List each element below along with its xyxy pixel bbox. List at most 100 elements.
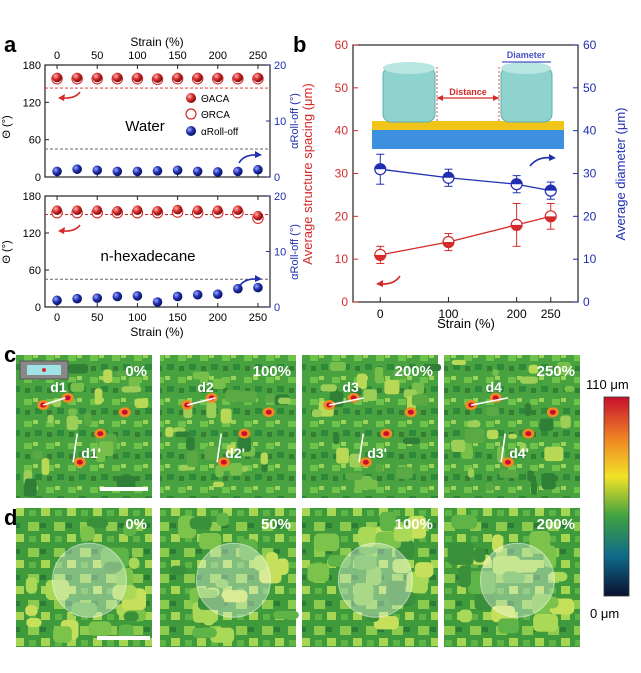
heightmap-frame-d: 100% <box>302 508 438 647</box>
surface-patch <box>447 542 474 565</box>
aca-point <box>152 206 163 216</box>
a-bottom-left-ticks: 0 60 120 180 <box>23 191 49 314</box>
b-inset-diameter-label: Diameter <box>507 50 546 60</box>
surface-patch <box>117 475 136 491</box>
surface-patch <box>32 450 43 460</box>
a-top-axis-label: Strain (%) <box>130 35 183 49</box>
distance-arrow <box>187 397 216 406</box>
colorbar-max-label: 110 μm <box>586 377 629 392</box>
surface-patch <box>458 609 473 623</box>
b-inset-pillar-left <box>382 66 436 123</box>
surface-patch <box>206 401 217 419</box>
b-x-tick-labels: 0 100 200 250 <box>377 297 561 321</box>
b-left-tick-label: 60 <box>335 38 349 52</box>
surface-patch <box>392 558 412 574</box>
legend-aca-label: ΘACA <box>201 94 230 105</box>
surface-patch <box>492 534 504 553</box>
diameter-arrow <box>500 433 506 463</box>
tall-structure-core <box>383 431 390 437</box>
spacing-point-fill <box>545 216 557 222</box>
a-bottom-left-arrowhead <box>58 227 65 234</box>
a-top-y-right-label: αRoll-off (°) <box>289 93 301 149</box>
b-right-ticks: 0 10 20 30 40 50 60 <box>573 38 597 309</box>
a-bottom-x-tick-labels: 0 50 100 150 200 250 <box>54 196 267 324</box>
b-left-tick-label: 40 <box>335 124 349 138</box>
tall-structure-core <box>504 459 511 465</box>
surface-patch <box>528 364 539 374</box>
surface-patch <box>278 397 291 405</box>
b-inset-distance-label: Distance <box>449 87 487 97</box>
x-tick-label: 100 <box>128 312 146 324</box>
surface-patch <box>312 409 319 416</box>
surface-patch <box>353 582 374 606</box>
surface-patch <box>123 611 139 622</box>
surface-patch <box>45 579 70 601</box>
spacing-point-fill <box>442 242 454 248</box>
diameter-point-fill <box>442 172 454 178</box>
strain-label: 0% <box>125 363 147 380</box>
heightmap-frame-d: 50% <box>160 508 299 647</box>
a-top-reference-lines <box>45 87 270 150</box>
tall-structure-core <box>97 431 104 437</box>
surface-patch <box>94 388 103 405</box>
colorbar-min-label: 0 μm <box>590 606 619 621</box>
heightmap-frame-c: 200% d3 d3' <box>302 355 442 498</box>
rolloff-point <box>132 291 143 301</box>
b-right-tick-label: 10 <box>583 252 597 266</box>
surface-patch <box>265 552 279 567</box>
x-tick-label: 0 <box>54 50 60 62</box>
surface-patch <box>373 616 399 630</box>
aca-point <box>72 205 82 215</box>
aca-point <box>92 72 103 83</box>
b-x-axis-label: Strain (%) <box>437 316 495 331</box>
rolloff-point <box>253 282 263 293</box>
a-top-liquid-label: Water <box>125 118 164 135</box>
surface-patch <box>451 359 467 365</box>
panel-a-top-chart: Strain (%) 0 50 100 150 200 250 0 60 120 180 0 10… <box>1 35 301 184</box>
distance-label: d2 <box>197 379 214 395</box>
surface-patch <box>273 610 299 620</box>
a-top-right-arrowhead <box>255 151 262 158</box>
surface-patch <box>237 436 252 452</box>
surface-patch <box>115 371 128 377</box>
tall-structure-core <box>241 431 248 437</box>
a-top-left-arrowhead <box>58 94 65 101</box>
diameter-label: d3' <box>367 445 387 461</box>
strain-label: 100% <box>395 516 433 533</box>
surface-patch <box>411 394 429 406</box>
legend-rca-label: ΘRCA <box>201 110 230 121</box>
b-left-tick-label: 0 <box>341 295 348 309</box>
height-colorbar: 110 μm 0 μm <box>586 377 630 621</box>
surface-patch <box>225 389 241 402</box>
diameter-label: d2' <box>225 445 245 461</box>
legend-rolloff-label: αRoll-off <box>201 127 238 138</box>
b-left-tick-label: 30 <box>335 167 349 181</box>
device-inset-marker <box>42 368 46 372</box>
x-tick-label: 250 <box>249 50 267 62</box>
aca-point <box>72 72 82 83</box>
a-bottom-markers <box>51 204 264 307</box>
surface-patch <box>486 406 500 417</box>
heightmap-surface <box>302 355 438 498</box>
surface-patch <box>128 557 140 569</box>
heightmap-frame-d: 0% <box>16 508 152 647</box>
tall-structure-core <box>64 395 71 401</box>
tall-structure-core <box>492 395 499 401</box>
surface-patch <box>533 614 559 632</box>
rolloff-point <box>172 291 183 302</box>
surface-patch <box>173 427 186 433</box>
surface-patch <box>467 420 481 428</box>
diameter-point-fill <box>374 163 386 170</box>
surface-patch <box>88 621 112 636</box>
surface-patch <box>520 376 538 384</box>
surface-patch <box>467 468 475 478</box>
a-top-x-tick-labels: 0 50 100 150 200 250 <box>54 50 267 177</box>
diameter-arrow <box>358 433 364 463</box>
right-tick-label: 0 <box>274 172 280 184</box>
b-inset-pillar-right-top <box>501 62 551 74</box>
b-x-tick-label: 200 <box>507 307 527 321</box>
aca-point <box>253 210 263 221</box>
surface-patch <box>467 571 496 594</box>
rolloff-point <box>192 166 203 177</box>
